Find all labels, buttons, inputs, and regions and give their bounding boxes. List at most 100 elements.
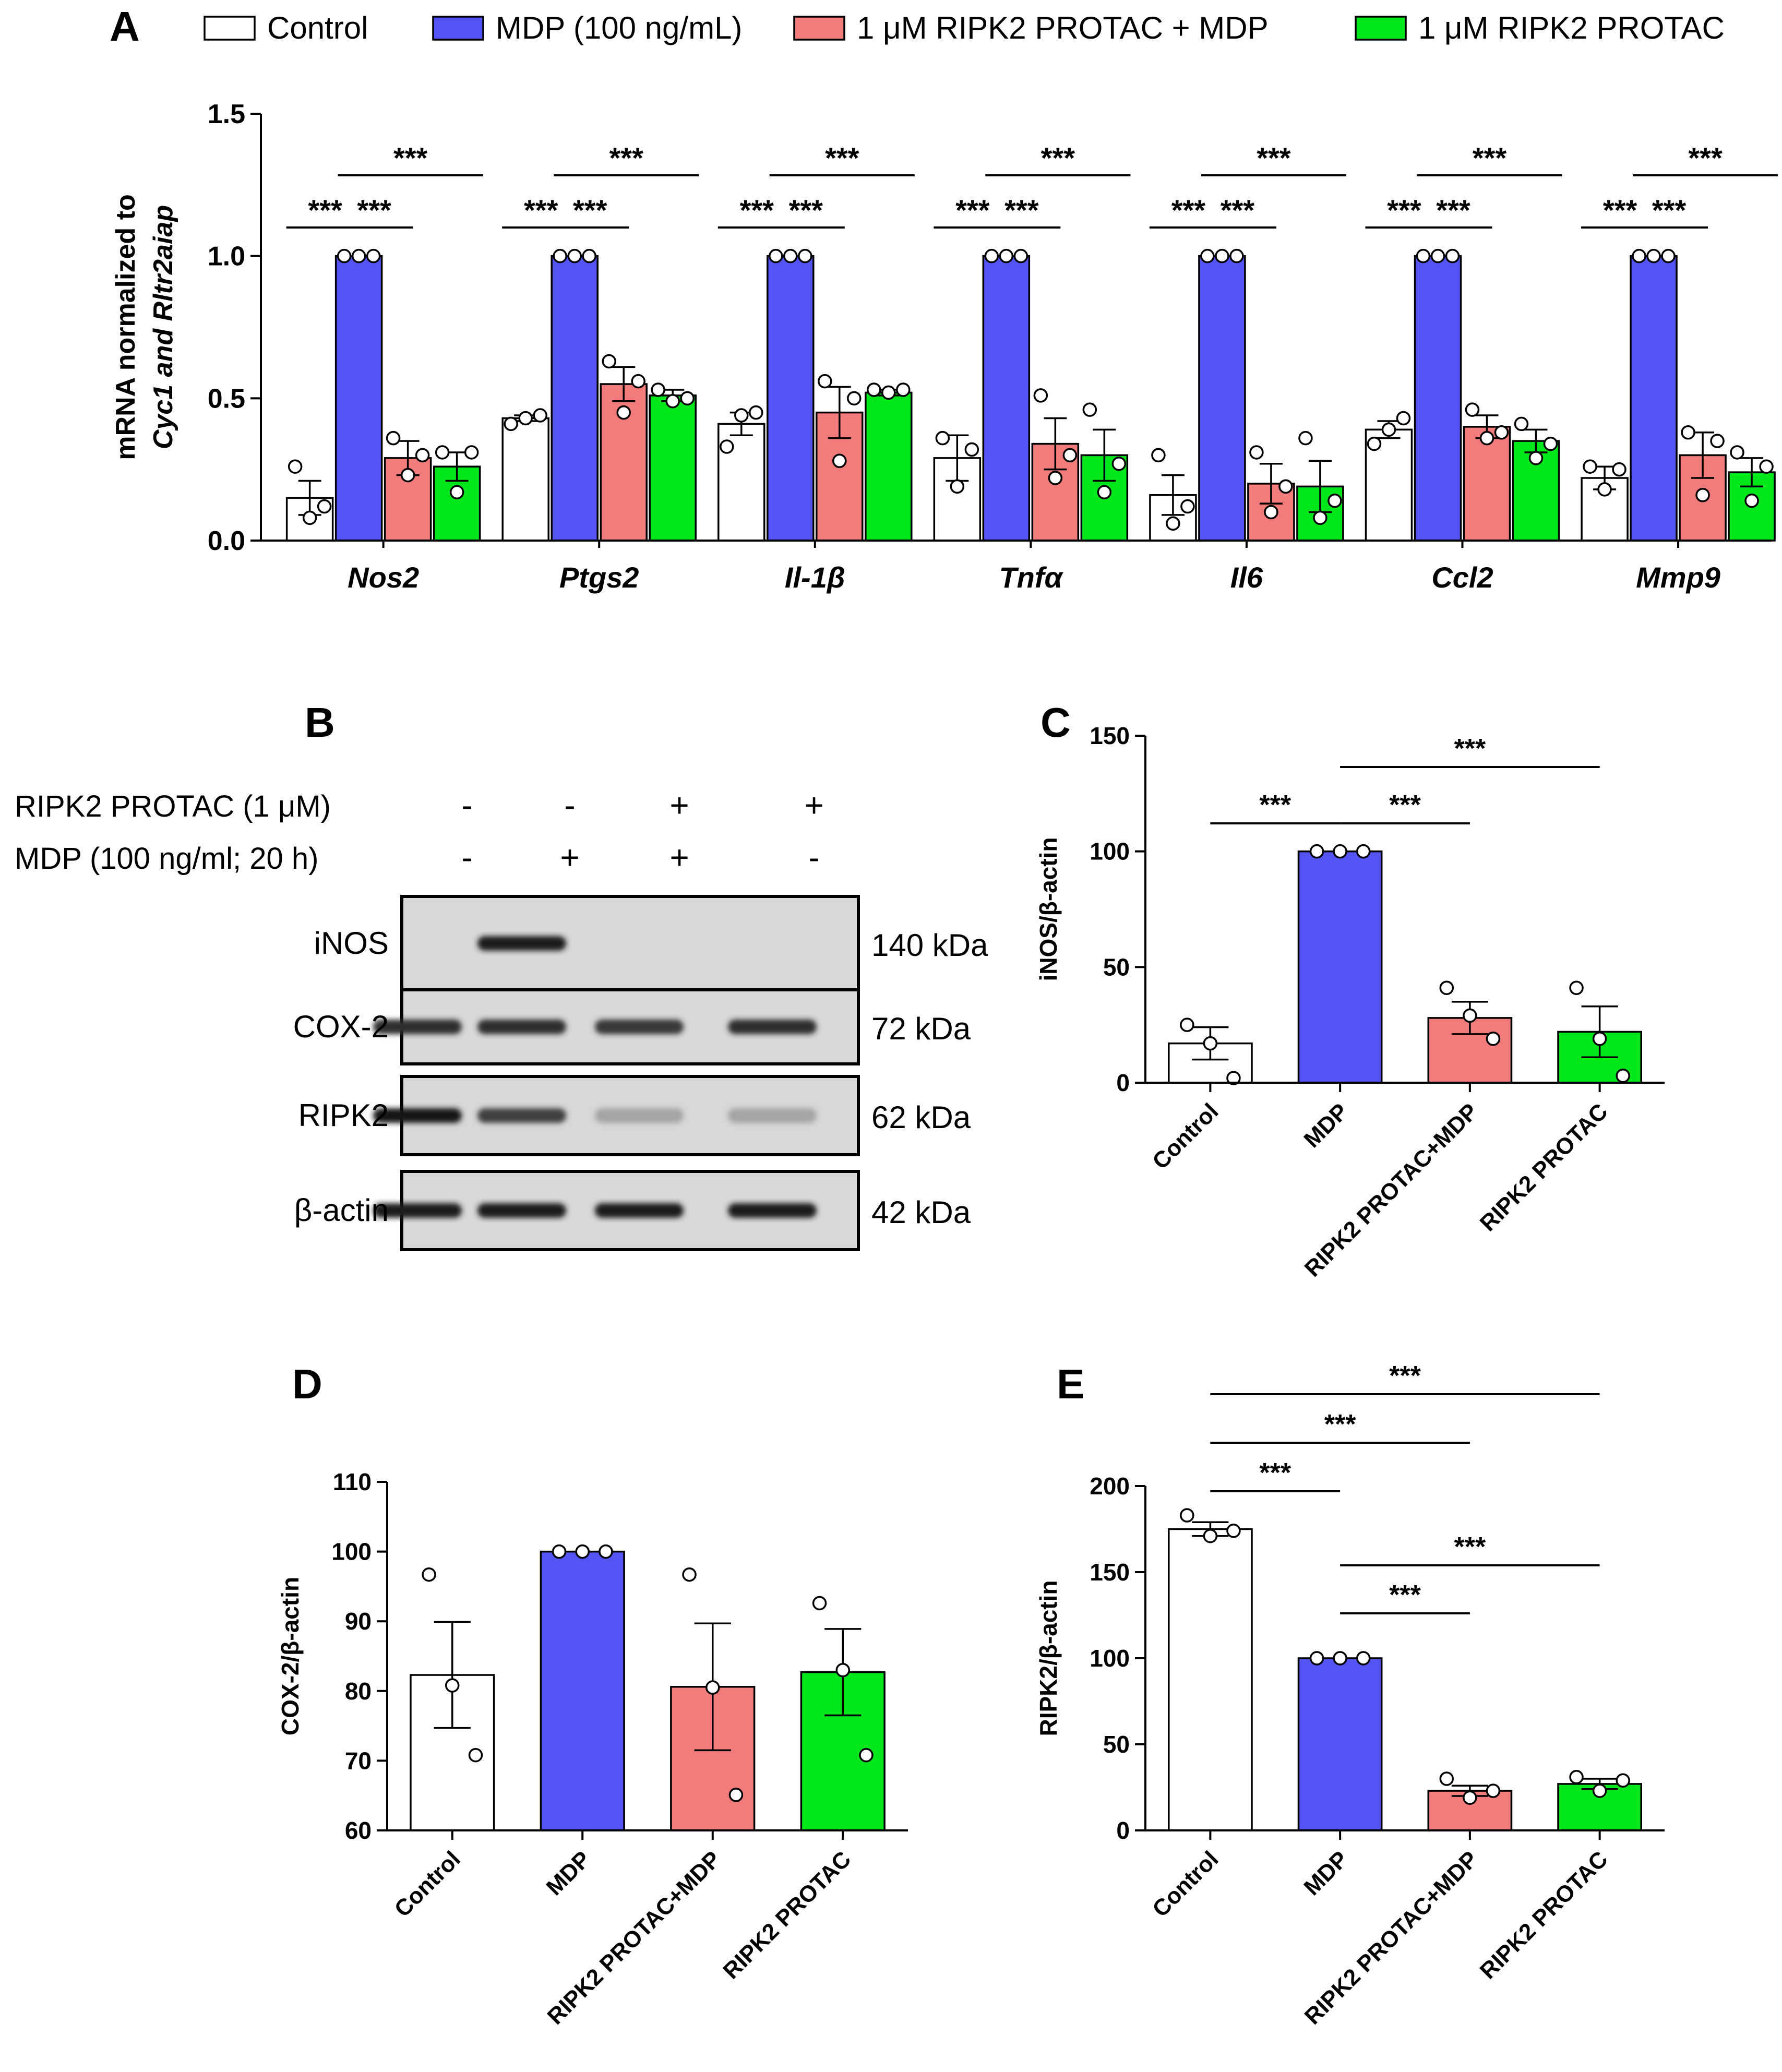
panel-b-western-blot: B RIPK2 PROTAC (1 μM) - - + + MDP (100 ng/ml;…	[15, 699, 988, 1251]
bar-5-3	[1512, 440, 1560, 542]
blot-band-3-2	[595, 1203, 684, 1218]
condition-label-0: RIPK2 PROTAC (1 μM)	[15, 789, 331, 823]
data-point	[1494, 425, 1509, 440]
category-label: Il-1β	[785, 561, 845, 594]
data-point	[1583, 459, 1597, 474]
blot-protein-1: COX-2	[293, 1009, 389, 1044]
blot-band-3-0	[373, 1203, 462, 1218]
data-point	[881, 385, 896, 400]
data-point	[553, 248, 567, 264]
data-point	[783, 248, 798, 264]
category-label: Il6	[1230, 561, 1263, 594]
data-point	[288, 459, 303, 474]
data-point	[798, 248, 812, 264]
data-point	[984, 248, 999, 264]
significance-label: ***	[1171, 194, 1206, 226]
significance-label: ***	[1473, 141, 1507, 174]
y-tick-label: 0	[1116, 1817, 1130, 1844]
data-point	[1430, 248, 1445, 264]
data-point	[435, 445, 450, 460]
y-axis-label: iNOS/β-actin	[1035, 837, 1062, 981]
legend-label-3: 1 μM RIPK2 PROTAC	[1418, 10, 1725, 45]
data-point-1-0	[1309, 1651, 1324, 1666]
lane-sign-0-1: -	[564, 786, 575, 824]
data-point-2-1	[1463, 1008, 1477, 1023]
legend-swatch-1	[432, 16, 484, 41]
legend-label-0: Control	[267, 10, 368, 45]
significance-label: ***	[1652, 194, 1687, 226]
panel-d-letter: D	[292, 1361, 322, 1407]
category-label: Ccl2	[1431, 561, 1493, 594]
data-point	[1646, 248, 1661, 264]
y-tick-label: 1.5	[208, 99, 245, 129]
data-point	[1097, 485, 1112, 500]
data-point-0-2	[468, 1747, 483, 1763]
category-label: Nos2	[348, 561, 419, 594]
y-tick-label: 1.0	[208, 242, 245, 272]
data-point-1-1	[1333, 844, 1347, 859]
x-tick-label: RIPK2 PROTAC	[718, 1846, 856, 1984]
significance-label: ***	[524, 194, 558, 226]
x-tick-label: Control	[1147, 1846, 1223, 1922]
y-tick-label: 200	[1090, 1472, 1130, 1500]
data-point-0-1	[445, 1678, 460, 1693]
data-point	[1612, 462, 1626, 477]
significance-label-3: ***	[1389, 1580, 1421, 1610]
y-tick-label: 0.0	[208, 526, 245, 556]
y-tick-label: 100	[331, 1538, 372, 1565]
x-tick-label: RIPK2 PROTAC	[1475, 1098, 1613, 1236]
y-tick-label: 90	[345, 1608, 372, 1635]
data-point-3-0	[1569, 980, 1584, 995]
significance-label: ***	[609, 141, 644, 174]
data-point	[1695, 487, 1710, 502]
data-point	[1632, 248, 1646, 264]
data-point-1-2	[1356, 844, 1371, 859]
data-point	[337, 248, 352, 264]
y-tick-label: 70	[345, 1747, 372, 1774]
significance-label: ***	[308, 194, 342, 226]
data-point	[832, 453, 847, 469]
data-point	[386, 430, 401, 446]
data-point-0-2	[1226, 1071, 1241, 1085]
lane-sign-0-2: +	[669, 786, 689, 824]
data-point	[1445, 248, 1460, 264]
data-point	[1249, 445, 1264, 460]
data-point	[533, 408, 547, 423]
data-point	[518, 411, 533, 426]
data-point	[1215, 248, 1229, 264]
y-tick-label: 60	[345, 1817, 372, 1844]
data-point	[317, 499, 332, 514]
data-point-0-1	[1203, 1036, 1218, 1051]
y-tick-label: 110	[333, 1468, 372, 1495]
y-axis-label-line-1: mRNA normalized to	[111, 194, 141, 460]
panel-b-letter: B	[305, 699, 335, 746]
data-point	[847, 391, 862, 406]
data-point-2-2	[1486, 1032, 1501, 1046]
bar-3-1	[982, 255, 1031, 542]
blot-band-1-1	[477, 1020, 566, 1034]
data-point	[1543, 436, 1558, 451]
y-tick-label: 100	[1090, 838, 1130, 865]
bar-0-1	[334, 255, 383, 542]
data-point	[999, 248, 1014, 264]
data-point	[1597, 482, 1612, 497]
x-tick-label: MDP	[1299, 1098, 1353, 1153]
data-point-3-1	[1592, 1032, 1607, 1046]
significance-label-2: ***	[1454, 734, 1486, 764]
data-point	[896, 382, 911, 397]
x-tick-label: MDP	[1299, 1846, 1353, 1900]
significance-label-1: ***	[1389, 790, 1421, 820]
x-tick-label: MDP	[542, 1846, 596, 1900]
y-axis-label: RIPK2/β-actin	[1035, 1580, 1062, 1736]
lane-sign-0-3: +	[804, 786, 823, 824]
data-point	[1661, 248, 1676, 264]
data-point	[680, 391, 695, 406]
y-tick-label: 0.5	[208, 384, 245, 414]
category-label: Ptgs2	[559, 561, 639, 594]
data-point	[582, 248, 596, 264]
panel-b-blot: RIPK2 PROTAC (1 μM) - - + + MDP (100 ng/ml; 2…	[15, 786, 988, 1251]
data-point	[665, 394, 680, 409]
